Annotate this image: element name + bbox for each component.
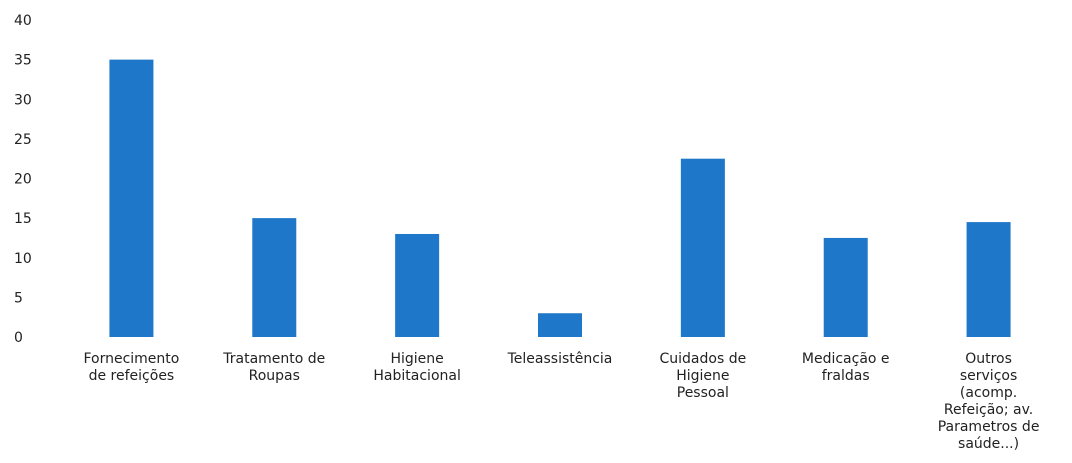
x-category-label: Tratamento de Roupas — [222, 351, 325, 384]
y-tick-label: 35 — [14, 53, 32, 69]
x-category-label-line: Pessoal — [677, 385, 729, 401]
x-category-label: Cuidados de Higiene Pessoal — [660, 351, 747, 401]
x-category-label-line: Medicação e — [802, 351, 890, 367]
y-tick-label: 25 — [14, 132, 32, 148]
x-category-label-line: Cuidados de — [660, 351, 747, 367]
y-tick-label: 0 — [14, 330, 23, 346]
x-category-label-line: (acomp. — [960, 385, 1017, 401]
x-category-label-line: Teleassistência — [507, 351, 613, 367]
x-category-label-line: Fornecimento — [83, 351, 179, 367]
bar — [538, 313, 582, 337]
bar — [966, 222, 1011, 337]
y-tick-label: 30 — [14, 92, 32, 108]
x-category-label-line: Roupas — [249, 368, 300, 384]
x-category-label-line: Higiene — [676, 368, 729, 384]
bar — [252, 218, 297, 337]
y-tick-label: 10 — [14, 251, 32, 267]
bar — [823, 237, 868, 337]
bar — [395, 233, 440, 337]
x-category-label: Medicação e fraldas — [802, 351, 890, 384]
y-axis: 0 5 10 15 20 25 30 35 40 — [14, 13, 32, 346]
x-category-label-line: Outros — [965, 351, 1012, 367]
x-category-label-line: serviços — [960, 368, 1017, 384]
x-category-label-line: de refeições — [89, 368, 175, 384]
x-category-label: Teleassistência — [507, 351, 613, 367]
x-category-label-line: saúde...) — [958, 436, 1019, 452]
x-category-label: Outros serviços (acomp. Refeição; av. Parame… — [938, 351, 1040, 452]
x-category-label-line: Refeição; av. — [944, 402, 1033, 418]
x-category-label-line: Tratamento de — [222, 351, 325, 367]
x-category-label-line: Higiene — [390, 351, 443, 367]
x-category-label: Higiene Habitacional — [373, 351, 460, 384]
x-category-label-line: Parametros de — [938, 419, 1040, 435]
bars — [109, 59, 1011, 337]
bar — [680, 158, 725, 337]
y-tick-label: 20 — [14, 172, 32, 188]
x-category-label-line: fraldas — [822, 368, 870, 384]
x-category-label: Fornecimento de refeições — [83, 351, 179, 384]
y-tick-label: 40 — [14, 13, 32, 29]
y-tick-label: 5 — [14, 290, 23, 306]
y-tick-label: 15 — [14, 211, 32, 227]
x-axis-labels: Fornecimento de refeições Tratamento de Rou… — [83, 351, 1039, 452]
bar — [109, 59, 154, 337]
x-category-label-line: Habitacional — [373, 368, 460, 384]
